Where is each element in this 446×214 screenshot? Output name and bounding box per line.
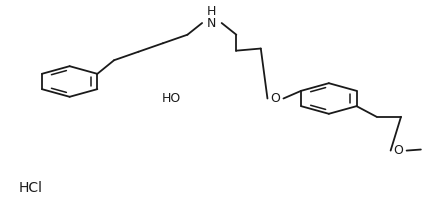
Text: N: N — [207, 16, 217, 30]
Text: O: O — [271, 92, 281, 105]
Text: H: H — [207, 5, 217, 18]
Text: O: O — [394, 144, 404, 157]
Text: HO: HO — [161, 92, 181, 105]
Text: HCl: HCl — [18, 181, 42, 195]
